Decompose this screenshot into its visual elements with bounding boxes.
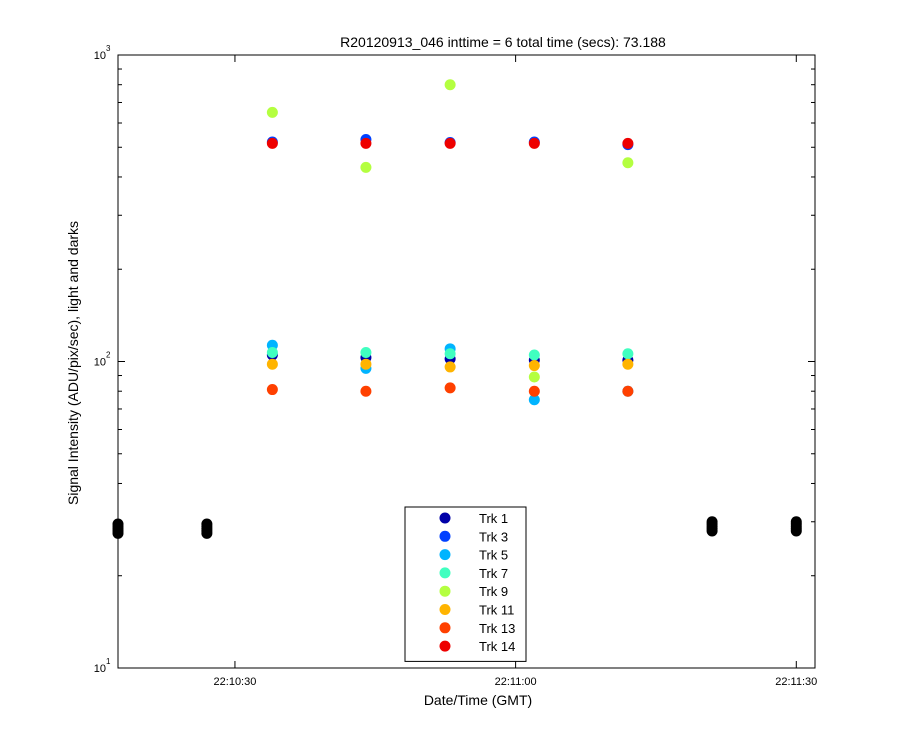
y-tick-exponent: 2 [106, 351, 111, 360]
legend-label: Trk 5 [479, 548, 508, 563]
legend-label: Trk 9 [479, 584, 508, 599]
point-trk-9 [266, 106, 278, 118]
point-trk-9 [444, 79, 456, 91]
point-trk-11 [360, 358, 372, 370]
legend: Trk 1 Trk 3 Trk 5 Trk 7 Trk 9 Trk 11 Trk 13 Trk… [404, 506, 527, 662]
point-trk-14 [444, 137, 456, 149]
x-tick-label: 22:11:30 [775, 676, 817, 688]
point-trk-7 [528, 349, 540, 361]
point-trk-14 [266, 137, 278, 149]
point-trk-13 [622, 385, 634, 397]
point-trk-11 [444, 361, 456, 373]
legend-label: Trk 11 [479, 603, 514, 618]
x-tick-label: 22:11:00 [495, 676, 537, 688]
y-tick-label: 10 [94, 357, 106, 369]
x-axis-label: Date/Time (GMT) [424, 692, 532, 708]
legend-label: Trk 3 [479, 529, 508, 544]
legend-label: Trk 13 [479, 621, 515, 636]
legend-marker [439, 604, 451, 615]
point-trk-11 [528, 360, 540, 372]
legend-marker [439, 549, 451, 561]
point-trk-14 [528, 137, 540, 149]
point-trk-13 [360, 385, 372, 397]
point-trk-14 [360, 137, 372, 149]
y-tick-label: 10 [94, 50, 106, 62]
point-trk-13 [444, 382, 456, 394]
dark-point [790, 516, 802, 528]
point-trk-9 [622, 157, 634, 169]
legend-marker [439, 512, 451, 524]
legend-marker [439, 567, 451, 579]
point-trk-5 [528, 394, 540, 406]
legend-marker [439, 530, 451, 542]
point-trk-9 [360, 161, 372, 173]
legend-label: Trk 7 [479, 566, 508, 581]
y-tick-exponent: 3 [106, 44, 111, 53]
point-trk-7 [444, 348, 456, 360]
x-tick-label: 22:10:30 [214, 676, 257, 688]
dark-point [201, 518, 213, 530]
legend-label: Trk 14 [479, 639, 515, 654]
chart-title: R20120913_046 inttime = 6 total time (se… [340, 34, 666, 50]
point-trk-7 [622, 348, 634, 360]
point-trk-9 [528, 371, 540, 383]
point-trk-13 [528, 385, 540, 397]
point-trk-7 [360, 346, 372, 358]
plot-marks [112, 79, 802, 539]
legend-marker [439, 585, 451, 597]
dark-point [112, 518, 124, 530]
legend-label: Trk 1 [479, 511, 508, 526]
legend-box [404, 506, 527, 662]
point-trk-7 [266, 346, 278, 358]
y-tick-label: 10 [94, 663, 106, 675]
legend-marker [439, 640, 451, 652]
point-trk-11 [266, 358, 278, 370]
point-trk-11 [622, 358, 634, 370]
point-trk-14 [622, 137, 634, 149]
dark-point [706, 516, 718, 528]
y-axis-label: Signal Intensity (ADU/pix/sec), light an… [65, 221, 81, 505]
y-tick-exponent: 1 [106, 657, 111, 666]
point-trk-13 [266, 384, 278, 396]
legend-marker [439, 622, 451, 634]
